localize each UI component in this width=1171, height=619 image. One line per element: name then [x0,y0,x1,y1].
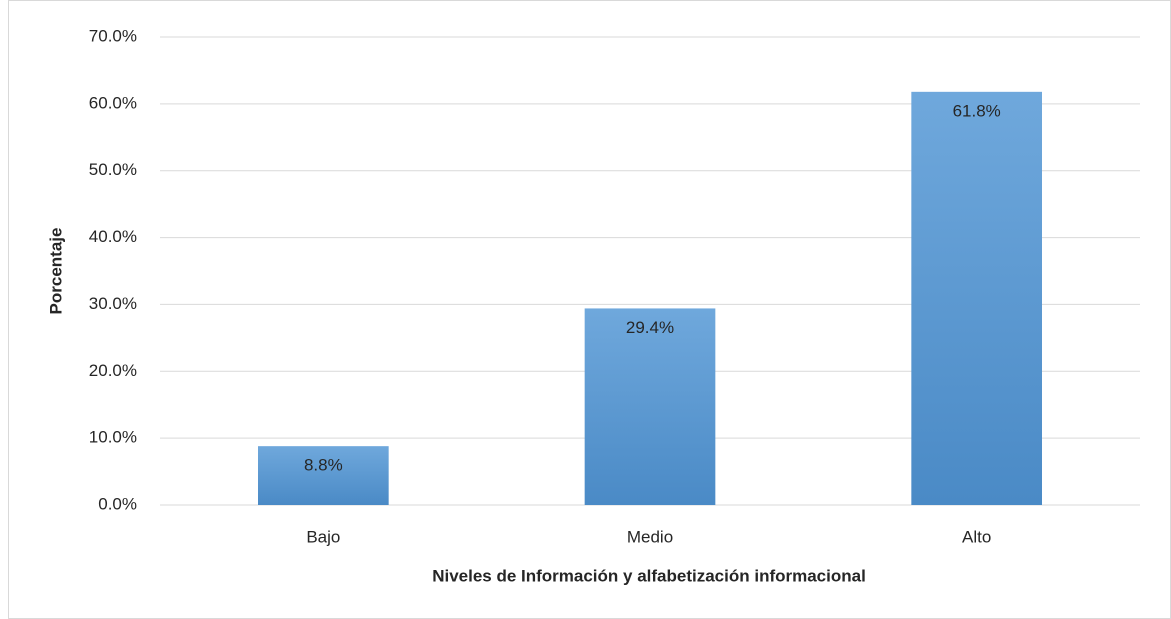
data-label: 8.8% [304,456,343,475]
y-tick-label: 60.0% [89,93,137,112]
y-tick-label: 20.0% [89,361,137,380]
y-tick-label: 0.0% [98,494,137,513]
bar [911,91,1042,505]
x-tick-label: Bajo [306,527,340,546]
y-axis-label: Porcentaje [46,228,65,315]
data-label: 29.4% [626,318,674,337]
y-tick-label: 10.0% [89,428,137,447]
x-tick-label: Medio [627,527,673,546]
y-tick-label: 30.0% [89,294,137,313]
x-axis-label: Niveles de Información y alfabetización … [432,566,866,585]
data-label: 61.8% [953,101,1001,120]
bar [258,446,389,505]
y-tick-label: 40.0% [89,227,137,246]
x-tick-label: Alto [962,527,991,546]
bar [584,308,716,505]
y-tick-label: 50.0% [89,160,137,179]
y-tick-label: 70.0% [89,26,137,45]
